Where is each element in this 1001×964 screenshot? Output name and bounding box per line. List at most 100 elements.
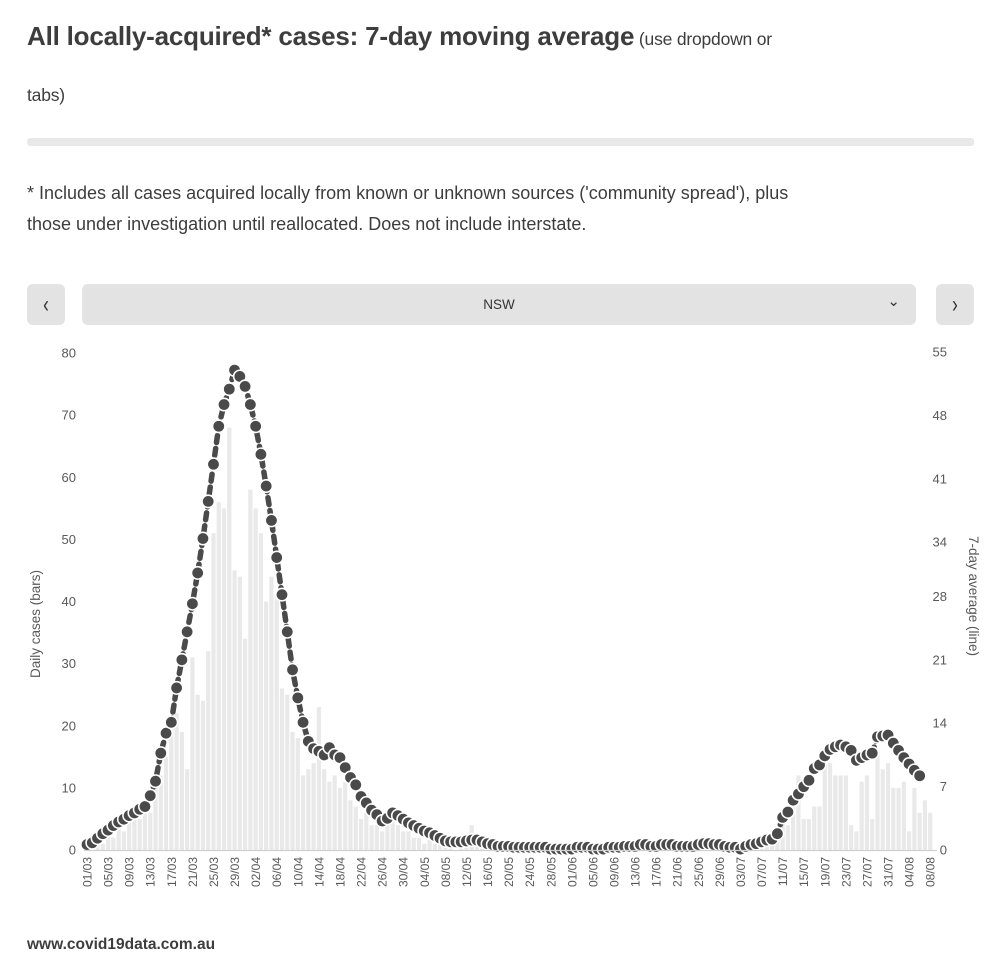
daily-bar: [163, 756, 169, 850]
right-axis-tick: 34: [933, 535, 947, 550]
avg-dot: [222, 382, 237, 397]
daily-bar: [195, 694, 200, 850]
daily-bar: [248, 489, 253, 850]
x-axis-tick: 28/05: [544, 857, 558, 887]
daily-bar: [864, 775, 870, 850]
daily-bar: [817, 806, 822, 850]
left-axis-tick: 50: [62, 532, 76, 547]
daily-bar: [105, 831, 111, 850]
avg-dot: [253, 447, 268, 462]
daily-bar: [901, 781, 906, 850]
right-axis-tick: 55: [933, 345, 947, 360]
x-axis-tick: 22/04: [355, 857, 369, 887]
x-axis-tick: 16/05: [481, 857, 495, 887]
x-axis-tick: 23/07: [839, 857, 853, 887]
x-axis-tick: 09/06: [608, 857, 622, 887]
daily-bar: [322, 769, 327, 850]
left-axis-tick: 60: [62, 470, 76, 485]
x-axis-tick: 12/05: [460, 857, 474, 887]
daily-bar: [121, 831, 126, 850]
avg-dot: [780, 804, 795, 819]
daily-bar: [221, 508, 227, 850]
right-axis-tick: 14: [933, 716, 947, 731]
x-axis-tick: 27/07: [861, 857, 875, 887]
x-axis-tick: 15/07: [797, 857, 811, 887]
x-axis-tick: 30/04: [397, 857, 411, 887]
chart: 0 10 20 30 40 50 60 70 80 0 7 14 21 28 34 41 48 55 01/03 05…: [0, 332, 1001, 934]
right-axis-tick: 7: [940, 779, 947, 794]
x-axis-tick: 21/03: [186, 857, 200, 887]
chevron-right-icon: ›: [952, 290, 958, 318]
daily-bar: [343, 781, 348, 850]
daily-bar: [295, 738, 300, 850]
x-axis-tick: 10/04: [291, 857, 305, 887]
daily-bar: [437, 843, 443, 850]
x-axis-tick: 25/06: [692, 857, 706, 887]
daily-bar: [111, 837, 116, 851]
daily-bar: [127, 818, 132, 850]
x-axis-tick: 24/05: [523, 857, 537, 887]
daily-bar: [369, 825, 374, 850]
daily-bar: [801, 818, 806, 850]
x-axis-tick: 01/03: [81, 857, 95, 887]
x-axis-tick: 18/04: [334, 857, 348, 887]
source-url: www.covid19data.com.au: [27, 936, 216, 953]
daily-bar: [922, 800, 928, 850]
region-controls: ‹ NSW ⌄ ›: [27, 284, 974, 325]
avg-dot: [269, 550, 284, 565]
left-axis-tick: 0: [69, 843, 76, 858]
x-axis-tick: 19/07: [818, 857, 832, 887]
daily-bar: [827, 763, 833, 850]
avg-dot: [180, 624, 195, 639]
daily-bar: [185, 769, 190, 850]
daily-bar: [849, 825, 854, 850]
daily-bar: [411, 837, 416, 851]
daily-cases-bars[interactable]: [84, 427, 933, 851]
x-axis-tick: 05/06: [586, 857, 600, 887]
left-axis-tick: 30: [62, 656, 76, 671]
daily-bar: [264, 601, 269, 850]
next-region-button[interactable]: ›: [936, 284, 974, 325]
chevron-down-icon: ⌄: [887, 292, 900, 310]
region-dropdown[interactable]: NSW ⌄: [82, 284, 916, 325]
x-axis-tick: 04/08: [903, 857, 917, 887]
daily-bar: [364, 812, 369, 851]
daily-bar: [279, 688, 285, 851]
daily-bar: [142, 800, 148, 850]
avg-dot: [238, 379, 253, 394]
daily-bar: [870, 818, 875, 850]
daily-bar: [337, 787, 343, 851]
daily-bar: [116, 825, 121, 850]
avg-dot: [348, 777, 363, 792]
daily-bar: [306, 769, 311, 850]
daily-bar: [232, 570, 237, 850]
daily-bar: [917, 812, 922, 851]
left-axis-tick: 10: [62, 780, 76, 795]
daily-bar: [274, 595, 279, 850]
avg-dot: [280, 624, 295, 639]
daily-bar: [395, 825, 401, 850]
x-axis-tick: 01/06: [565, 857, 579, 887]
daily-bar: [891, 787, 896, 851]
x-axis-tick: 04/05: [418, 857, 432, 887]
daily-bar: [791, 800, 796, 850]
avg-dot: [865, 746, 880, 761]
daily-bar: [158, 775, 163, 850]
moving-average-dots[interactable]: [80, 363, 927, 857]
daily-bar: [796, 775, 801, 850]
daily-bar: [174, 713, 179, 851]
x-axis-tick: 21/06: [671, 857, 685, 887]
daily-bar: [300, 775, 306, 850]
right-axis-tick: 48: [933, 408, 947, 423]
x-axis-tick: 02/04: [249, 857, 263, 887]
prev-region-button[interactable]: ‹: [27, 284, 65, 325]
left-axis-tick: 70: [62, 408, 76, 423]
right-axis-tick: 41: [933, 471, 947, 486]
avg-dot: [912, 768, 927, 783]
left-axis-tick: 40: [62, 594, 76, 609]
daily-bar: [390, 812, 395, 851]
daily-bar: [237, 576, 242, 850]
daily-bar: [332, 775, 337, 850]
x-axis-tick: 17/03: [165, 857, 179, 887]
